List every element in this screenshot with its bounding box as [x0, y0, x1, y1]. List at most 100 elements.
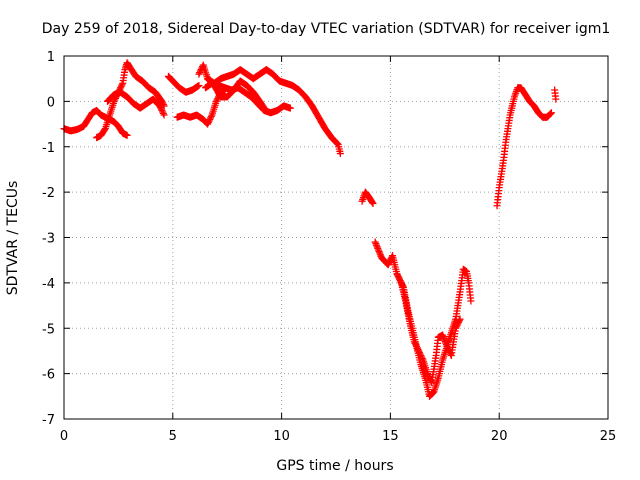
data-point [368, 198, 376, 206]
data-point [452, 323, 460, 331]
data-point [375, 248, 383, 256]
data-point [417, 351, 425, 359]
data-point [455, 318, 463, 326]
x-tick-label: 25 [600, 429, 617, 444]
series-arc-1 [60, 106, 131, 139]
data-point [336, 150, 344, 158]
y-tick-label: -6 [42, 368, 55, 383]
y-tick-label: -7 [42, 413, 55, 428]
data-point [467, 297, 475, 305]
data-point [123, 131, 131, 139]
data-point [456, 315, 464, 323]
data-point [259, 103, 267, 111]
data-point [207, 113, 215, 120]
data-point [206, 116, 214, 124]
x-tick-label: 0 [60, 429, 68, 444]
data-point [213, 96, 221, 104]
x-tick-label: 10 [273, 429, 290, 444]
x-axis-label: GPS time / hours [276, 458, 393, 474]
data-point [158, 97, 166, 105]
data-point [416, 350, 424, 358]
data-point [455, 317, 463, 325]
data-point [418, 353, 426, 361]
data-point [101, 126, 109, 134]
series-arc-4 [164, 72, 203, 96]
data-point [547, 109, 555, 117]
y-tick-label: -4 [42, 277, 55, 292]
data-point [414, 345, 422, 353]
series-arc-13 [551, 86, 560, 103]
data-point [207, 114, 215, 122]
grid-lines [64, 56, 608, 419]
data-point [333, 140, 341, 148]
series-arc-12 [493, 84, 555, 210]
data-point [386, 258, 394, 266]
data-point [415, 348, 423, 356]
data-point [552, 95, 560, 103]
y-tick-label: -3 [42, 232, 55, 247]
data-point [418, 355, 426, 362]
data-point [374, 246, 382, 254]
series-arc-6 [195, 61, 344, 158]
series-arc-11 [397, 279, 464, 387]
axis-ticks: 0 5 10 15 20 25 -7 -6 -5 -4 -3 -2 -1 0 1 [42, 50, 616, 444]
data-point [385, 259, 393, 267]
data-point [160, 111, 168, 119]
y-tick-label: 0 [47, 95, 55, 110]
data-point [260, 104, 268, 112]
data-point [212, 97, 220, 105]
data-point [373, 243, 381, 251]
data-point [369, 199, 377, 207]
series-arc-9 [358, 188, 377, 207]
data-points [60, 59, 560, 400]
data-point [453, 321, 461, 329]
data-point [546, 110, 554, 118]
data-point [205, 117, 213, 125]
data-point [376, 249, 384, 257]
data-point [547, 109, 555, 117]
data-point [374, 244, 382, 252]
data-point [110, 97, 118, 105]
data-point [157, 105, 165, 113]
data-point [333, 139, 341, 147]
y-axis-label: SDTVAR / TECUs [5, 181, 21, 296]
data-point [376, 251, 384, 259]
x-tick-label: 15 [382, 429, 399, 444]
data-point [196, 69, 204, 77]
data-point [372, 240, 380, 248]
data-point [156, 102, 164, 110]
series-arc-8 [204, 75, 268, 112]
data-point [371, 238, 379, 246]
data-point [204, 120, 212, 128]
y-tick-label: 1 [47, 50, 55, 65]
data-point [158, 106, 166, 114]
y-tick-label: -1 [42, 141, 55, 156]
y-tick-label: -2 [42, 186, 55, 201]
data-point [195, 81, 203, 89]
x-tick-label: 5 [169, 429, 177, 444]
data-point [427, 377, 435, 385]
y-tick-label: -5 [42, 322, 55, 337]
plot-frame [63, 55, 609, 420]
data-point [372, 241, 380, 249]
data-point [443, 342, 451, 350]
data-point [286, 104, 294, 112]
chart-title: Day 259 of 2018, Sidereal Day-to-day VTE… [42, 21, 611, 37]
data-point [159, 109, 167, 117]
data-point [411, 339, 419, 347]
x-tick-label: 20 [491, 429, 508, 444]
data-point [412, 341, 420, 349]
data-point [117, 82, 125, 90]
data-point [423, 370, 431, 378]
data-point [413, 342, 421, 350]
data-point [195, 70, 203, 78]
data-point [413, 344, 421, 352]
data-point [384, 261, 392, 269]
series-arc-3 [104, 88, 168, 119]
data-point [452, 324, 460, 332]
data-point [410, 338, 418, 346]
data-point [118, 81, 126, 89]
data-point [454, 320, 462, 328]
data-point [415, 347, 423, 355]
